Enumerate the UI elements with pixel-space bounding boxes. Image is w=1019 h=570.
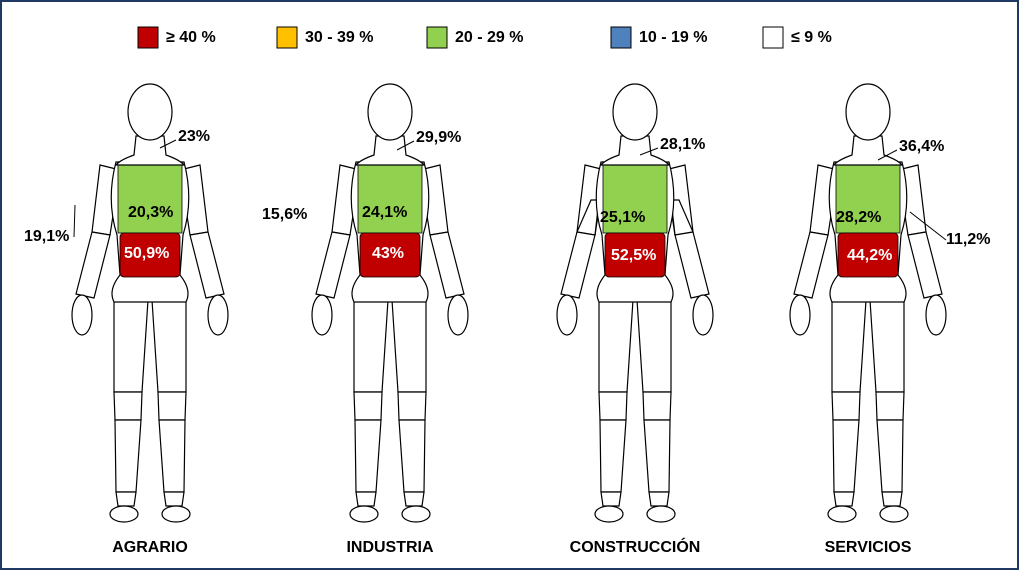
neck-label: 29,9% [416, 129, 461, 146]
hand [926, 295, 946, 335]
upper-back-label: 28,2% [836, 209, 881, 226]
knee [354, 392, 382, 420]
ankle [116, 492, 136, 506]
hand [208, 295, 228, 335]
lower-back-label: 43% [372, 245, 404, 262]
neck-label: 36,4% [899, 138, 944, 155]
hand [312, 295, 332, 335]
head [128, 84, 172, 140]
knee [643, 392, 671, 420]
calf [877, 420, 903, 492]
knee [832, 392, 860, 420]
diagram: ≥ 40 % 30 - 39 % 20 - 29 % 10 - 19 % ≤ 9 % 23… [0, 0, 1019, 570]
neck-label: 23% [178, 128, 210, 145]
knee [876, 392, 904, 420]
foot [402, 506, 430, 522]
calf [355, 420, 381, 492]
arms-label: 15,6% [262, 206, 307, 223]
upper-back-label: 24,1% [362, 204, 407, 221]
upper-back-label: 25,1% [600, 209, 645, 226]
upper-back-label: 20,3% [128, 204, 173, 221]
legend-label: 10 - 19 % [639, 29, 707, 46]
ankle [834, 492, 854, 506]
hand [448, 295, 468, 335]
thigh [832, 300, 866, 392]
foot [350, 506, 378, 522]
figure-name: AGRARIO [112, 539, 188, 556]
thigh [637, 300, 671, 392]
calf [833, 420, 859, 492]
head [613, 84, 657, 140]
foot [110, 506, 138, 522]
foot [595, 506, 623, 522]
hand [557, 295, 577, 335]
foot [162, 506, 190, 522]
figure-name: CONSTRUCCIÓN [570, 537, 701, 556]
thigh [114, 300, 148, 392]
hand [693, 295, 713, 335]
ankle [356, 492, 376, 506]
legend-label: 30 - 39 % [305, 29, 373, 46]
foot [828, 506, 856, 522]
head [368, 84, 412, 140]
calf [644, 420, 670, 492]
ankle [164, 492, 184, 506]
knee [398, 392, 426, 420]
legend-label: ≤ 9 % [791, 29, 832, 46]
arms-label: 19,1% [24, 228, 69, 245]
legend-label: 20 - 29 % [455, 29, 523, 46]
thigh [392, 300, 426, 392]
calf [399, 420, 425, 492]
upper-back [118, 165, 182, 233]
ankle [404, 492, 424, 506]
knee [114, 392, 142, 420]
ankle [601, 492, 621, 506]
ankle [882, 492, 902, 506]
legend-swatch [138, 27, 158, 48]
neck-label: 28,1% [660, 136, 705, 153]
calf [159, 420, 185, 492]
ankle [649, 492, 669, 506]
knee [158, 392, 186, 420]
legend-swatch [427, 27, 447, 48]
upper-back [358, 165, 422, 233]
calf [115, 420, 141, 492]
legend-swatch [277, 27, 297, 48]
thigh [599, 300, 633, 392]
calf [600, 420, 626, 492]
thigh [354, 300, 388, 392]
lower-back-label: 50,9% [124, 245, 169, 262]
hand [790, 295, 810, 335]
lower-back-label: 52,5% [611, 247, 656, 264]
lower-back-label: 44,2% [847, 247, 892, 264]
thigh [152, 300, 186, 392]
head [846, 84, 890, 140]
hand [72, 295, 92, 335]
figure-name: SERVICIOS [825, 539, 912, 556]
arms-label: 11,2% [946, 231, 990, 248]
knee [599, 392, 627, 420]
legend-swatch [763, 27, 783, 48]
foot [647, 506, 675, 522]
legend-swatch [611, 27, 631, 48]
foot [880, 506, 908, 522]
thigh [870, 300, 904, 392]
figure-name: INDUSTRIA [346, 539, 434, 556]
legend-label: ≥ 40 % [166, 29, 216, 46]
